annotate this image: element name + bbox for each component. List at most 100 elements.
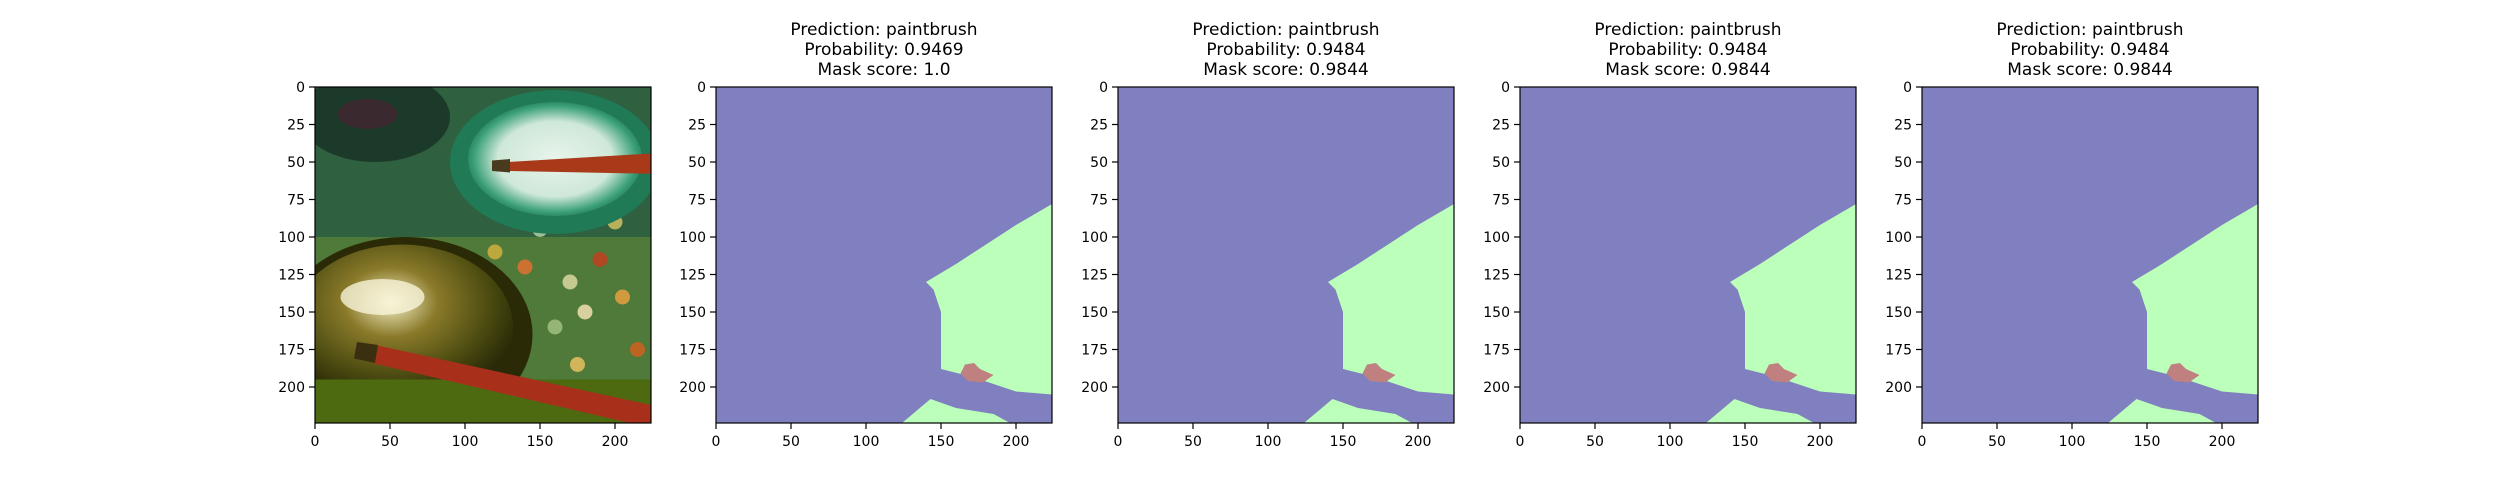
x-tick-label: 50 [1184, 434, 1202, 450]
y-tick-label: 125 [278, 268, 305, 284]
x-tick-label: 50 [1988, 434, 2006, 450]
y-tick-label: 25 [688, 118, 706, 134]
y-tick-label: 125 [1081, 268, 1108, 284]
photo-content [315, 87, 651, 423]
y-tick-label: 50 [1492, 155, 1510, 171]
mask-content [1520, 87, 1856, 423]
panel-2: 0 50 100 150 200 0 25 50 75 100 125 150 175 200 Predic… [679, 20, 1053, 450]
x-tick-label: 200 [1003, 434, 1030, 450]
y-tick-label: 200 [278, 380, 305, 396]
axes-frame [1519, 86, 1857, 424]
x-tick-label: 0 [1918, 434, 1927, 450]
x-tick-label: 50 [1586, 434, 1604, 450]
y-tick-label: 175 [1081, 343, 1108, 359]
mask-region-main [2132, 204, 2258, 395]
mask-region-small [1764, 363, 1798, 383]
panel-title-line: Mask score: 0.9844 [1605, 60, 1770, 80]
y-tick-label: 75 [287, 193, 305, 209]
mask-region-main [926, 204, 1052, 395]
y-tick-label: 50 [1090, 155, 1108, 171]
y-tick-label: 100 [1483, 230, 1510, 246]
y-tick-label: 0 [1501, 80, 1510, 96]
y-tick-label: 125 [679, 268, 706, 284]
y-tick-label: 100 [1885, 230, 1912, 246]
y-tick-label: 175 [278, 343, 305, 359]
y-tick-label: 50 [287, 155, 305, 171]
panel-title-line: Prediction: paintbrush [790, 20, 977, 40]
y-tick-label: 0 [1903, 80, 1912, 96]
y-tick-label: 75 [1492, 193, 1510, 209]
x-tick-label: 100 [853, 434, 880, 450]
mask-region-main [1328, 204, 1454, 395]
panel-3: 0 50 100 150 200 0 25 50 75 100 125 150 175 200 Predic… [1081, 20, 1455, 450]
y-tick-label: 50 [1894, 155, 1912, 171]
photo-image [315, 87, 651, 423]
x-tick-label: 0 [1516, 434, 1525, 450]
panel-title-line: Mask score: 1.0 [817, 60, 950, 80]
mask-region-lower [2108, 399, 2216, 423]
x-tick-label: 150 [928, 434, 955, 450]
x-tick-label: 200 [2209, 434, 2236, 450]
panel-title-line: Prediction: paintbrush [1996, 20, 2183, 40]
mask-region-small [960, 363, 994, 383]
y-tick-label: 25 [287, 118, 305, 134]
x-tick-label: 200 [602, 434, 629, 450]
panel-5: 0 50 100 150 200 0 25 50 75 100 125 150 175 200 Predic… [1885, 20, 2259, 450]
y-tick-label: 100 [1081, 230, 1108, 246]
mask-region-small [1362, 363, 1396, 383]
mask-region-lower [1304, 399, 1412, 423]
mask-image [716, 87, 1052, 423]
y-tick-label: 100 [278, 230, 305, 246]
x-tick-label: 0 [712, 434, 721, 450]
axes-frame [1921, 86, 2259, 424]
y-tick-label: 25 [1090, 118, 1108, 134]
panel-title-line: Mask score: 0.9844 [2007, 60, 2172, 80]
mask-image [1118, 87, 1454, 423]
panel-4: 0 50 100 150 200 0 25 50 75 100 125 150 175 200 Predic… [1483, 20, 1857, 450]
x-tick-label: 150 [1732, 434, 1759, 450]
x-tick-label: 200 [1405, 434, 1432, 450]
y-tick-label: 0 [697, 80, 706, 96]
y-tick-label: 175 [679, 343, 706, 359]
x-tick-label: 100 [1255, 434, 1282, 450]
panel-title-line: Probability: 0.9469 [804, 40, 963, 60]
y-tick-label: 150 [679, 305, 706, 321]
x-tick-label: 200 [1807, 434, 1834, 450]
y-tick-label: 50 [688, 155, 706, 171]
mask-region-main [1730, 204, 1856, 395]
mask-image [1520, 87, 1856, 423]
y-tick-label: 100 [679, 230, 706, 246]
y-tick-label: 150 [1483, 305, 1510, 321]
x-tick-label: 50 [381, 434, 399, 450]
panel-1: 0 50 100 150 200 0 25 50 75 100 125 150 175 200 [278, 80, 652, 450]
y-tick-label: 25 [1894, 118, 1912, 134]
y-tick-label: 75 [1894, 193, 1912, 209]
y-tick-label: 0 [296, 80, 305, 96]
axes-frame [314, 86, 652, 424]
mask-image [1922, 87, 2258, 423]
x-tick-label: 100 [2059, 434, 2086, 450]
y-tick-label: 200 [1885, 380, 1912, 396]
panel-title-line: Probability: 0.9484 [1206, 40, 1365, 60]
y-tick-label: 150 [1081, 305, 1108, 321]
y-tick-label: 175 [1885, 343, 1912, 359]
x-tick-label: 150 [2134, 434, 2161, 450]
panel-title-line: Prediction: paintbrush [1192, 20, 1379, 40]
y-tick-label: 200 [1483, 380, 1510, 396]
y-tick-label: 150 [1885, 305, 1912, 321]
axes-frame [715, 86, 1053, 424]
axes-frame [1117, 86, 1455, 424]
x-tick-label: 0 [1114, 434, 1123, 450]
x-tick-label: 0 [311, 434, 320, 450]
panel-title-line: Prediction: paintbrush [1594, 20, 1781, 40]
y-tick-label: 75 [688, 193, 706, 209]
y-tick-label: 200 [1081, 380, 1108, 396]
y-tick-label: 150 [278, 305, 305, 321]
mask-content [1118, 87, 1454, 423]
x-tick-label: 50 [782, 434, 800, 450]
mask-region-lower [1706, 399, 1814, 423]
x-tick-label: 150 [527, 434, 554, 450]
x-tick-label: 150 [1330, 434, 1357, 450]
y-tick-label: 125 [1885, 268, 1912, 284]
